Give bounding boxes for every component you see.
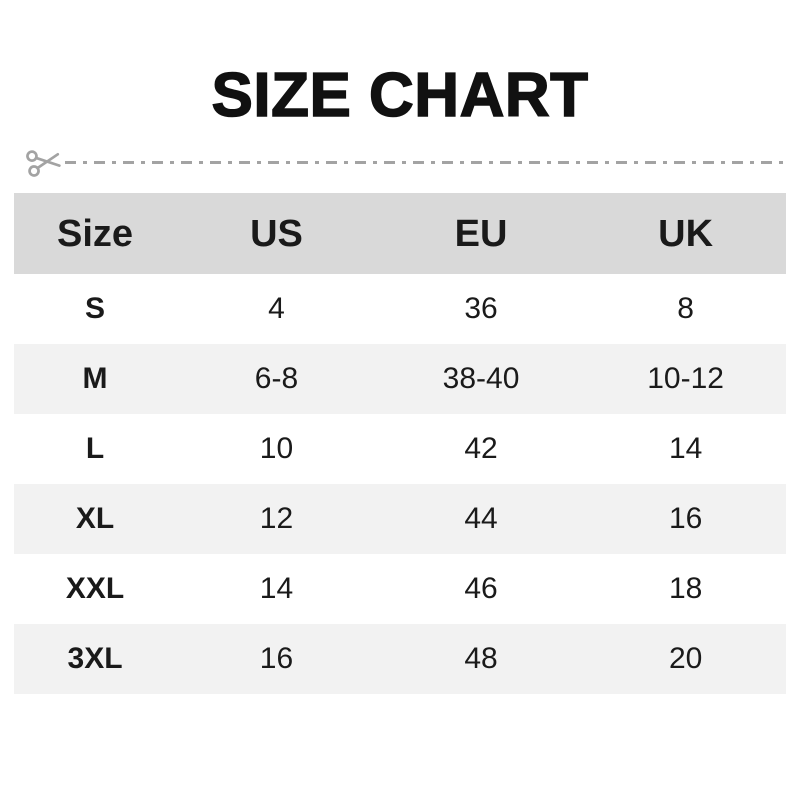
uk-value-cell: 14 [668,432,703,466]
uk-value-cell: 10-12 [647,362,724,396]
table-row-xl: XL 12 44 16 [14,484,786,555]
header-cell-uk: UK [658,212,714,255]
us-value-cell: 16 [259,642,294,676]
cut-line [26,144,788,180]
table-row-xxl: XXL 14 46 18 [14,554,786,624]
eu-value-cell: 38-40 [442,362,520,396]
size-label-cell: XL [75,502,115,536]
size-label-cell: M [82,362,108,396]
dashed-cut-line [65,160,788,164]
page-title: SIZE CHART [211,61,589,131]
size-label-cell: 3XL [67,642,123,676]
us-value-cell: 14 [259,572,294,606]
size-label-cell: L [85,432,105,466]
header-cell-size: Size [57,212,134,255]
eu-value-cell: 48 [464,642,498,676]
uk-value-cell: 18 [668,572,703,606]
eu-value-cell: 42 [464,432,498,466]
eu-value-cell: 46 [464,572,498,606]
table-row-m: M 6-8 38-40 10-12 [14,344,786,415]
uk-value-cell: 16 [668,502,703,536]
size-label-cell: XXL [65,572,125,606]
us-value-cell: 6-8 [254,362,299,396]
eu-value-cell: 36 [464,292,498,326]
table-row-l: L 10 42 14 [14,414,786,484]
table-body: S 4 36 8 M 6-8 38-40 10-12 L 10 42 14 XL… [14,274,786,695]
uk-value-cell: 20 [668,642,703,676]
table-header-row: Size US EU UK [14,193,786,275]
size-chart-page: SIZE CHART Size US EU UK S 4 36 8 M [14,61,788,695]
table-row-3xl: 3XL 16 48 20 [14,624,786,695]
eu-value-cell: 44 [464,502,498,536]
table-row-s: S 4 36 8 [14,274,786,344]
size-label-cell: S [85,292,106,326]
size-table: Size US EU UK S 4 36 8 M 6-8 38-40 10-12… [14,193,786,695]
header-cell-eu: EU [454,212,508,255]
header-cell-us: US [250,212,303,255]
us-value-cell: 12 [259,502,294,536]
uk-value-cell: 8 [677,292,694,326]
scissors-icon [26,150,61,178]
us-value-cell: 10 [259,432,294,466]
us-value-cell: 4 [268,292,285,326]
